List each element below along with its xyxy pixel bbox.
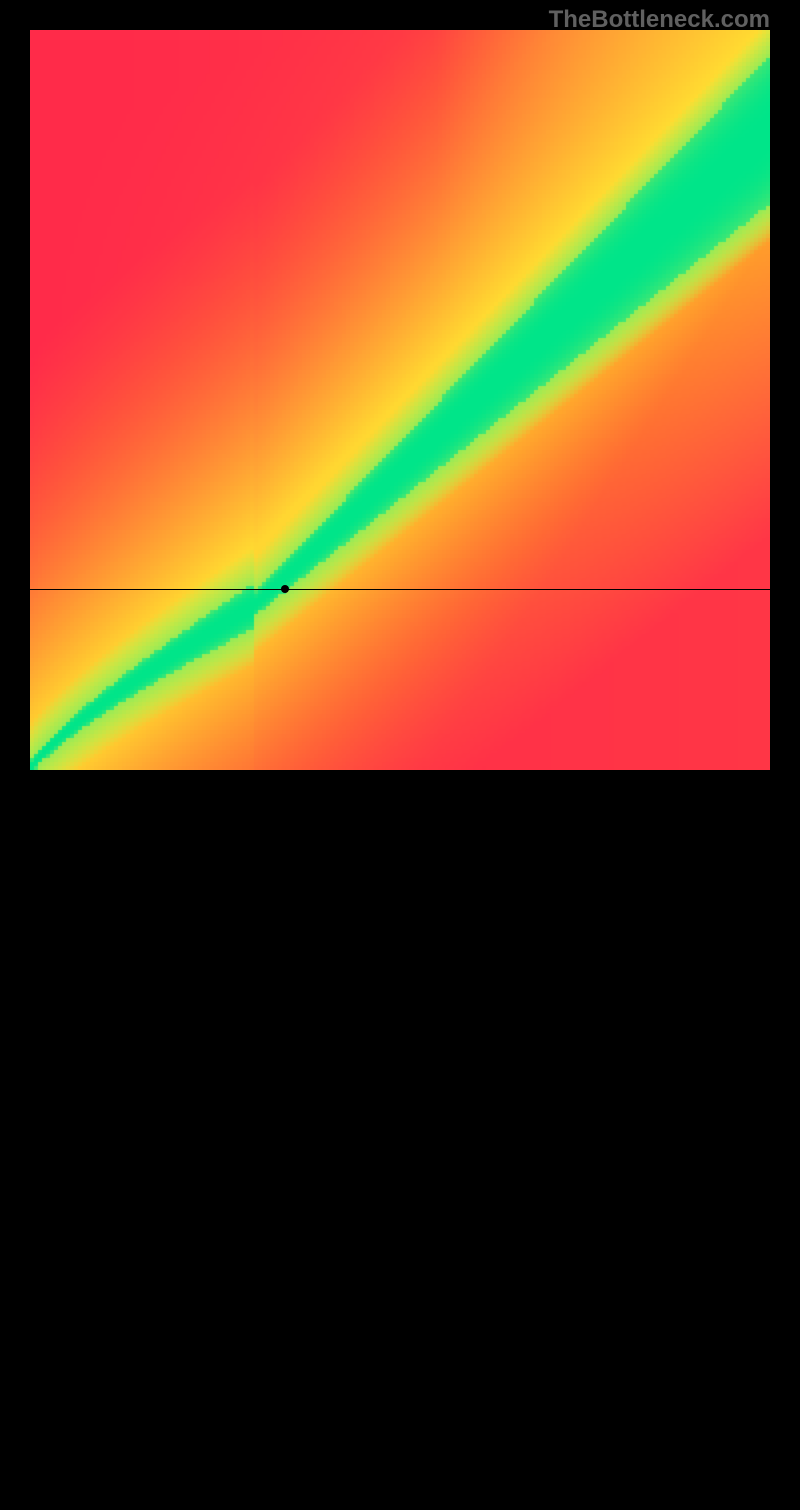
crosshair-vertical: [285, 770, 286, 1510]
crosshair-horizontal: [30, 589, 770, 590]
watermark-text: TheBottleneck.com: [549, 6, 770, 34]
heatmap-canvas: [30, 30, 770, 770]
crosshair-marker: [281, 585, 289, 593]
plot-area: [30, 30, 770, 770]
